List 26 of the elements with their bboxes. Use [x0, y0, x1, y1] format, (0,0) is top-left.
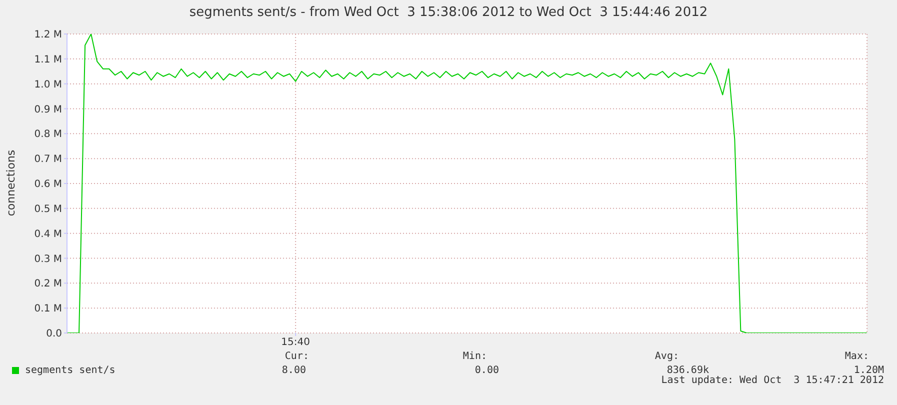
y-tick-label: 0.6 M	[34, 179, 62, 190]
text: Last update: Wed Oct 3 15:47:21 2012	[661, 375, 884, 386]
y-tick-label: 0.3 M	[34, 254, 62, 265]
text: Avg:	[654, 351, 679, 362]
text: 8.00	[282, 365, 306, 376]
text: 1.20M	[854, 365, 884, 376]
x-tick-label: 15:40	[281, 337, 310, 348]
y-tick-label: 0.2 M	[34, 278, 62, 290]
text: 836.69k	[666, 365, 709, 376]
text: 0.00	[474, 365, 499, 376]
text: Max:	[844, 351, 869, 362]
legend-label: segments sent/s	[25, 365, 116, 376]
y-axis-title: connections	[4, 150, 18, 216]
y-tick-label: 0.1 M	[34, 304, 62, 315]
y-tick-label: 0.8 M	[34, 129, 62, 140]
y-tick-label: 0.5 M	[34, 204, 62, 215]
text: Cur:	[284, 351, 309, 362]
chart-title: segments sent/s - from Wed Oct 3 15:38:06 2012 to Wed Oct 3 15:44:46 2012	[188, 5, 709, 20]
y-tick-label: 1.0 M	[34, 79, 62, 90]
y-tick-label: 0.7 M	[34, 154, 62, 166]
y-tick-label: 0.0	[46, 328, 62, 340]
text: Min:	[462, 351, 487, 362]
y-tick-label: 0.9 M	[34, 104, 62, 116]
y-tick-label: 1.1 M	[34, 54, 62, 66]
y-tick-label: 0.4 M	[34, 228, 62, 240]
y-tick-label: 1.2 M	[34, 30, 62, 41]
